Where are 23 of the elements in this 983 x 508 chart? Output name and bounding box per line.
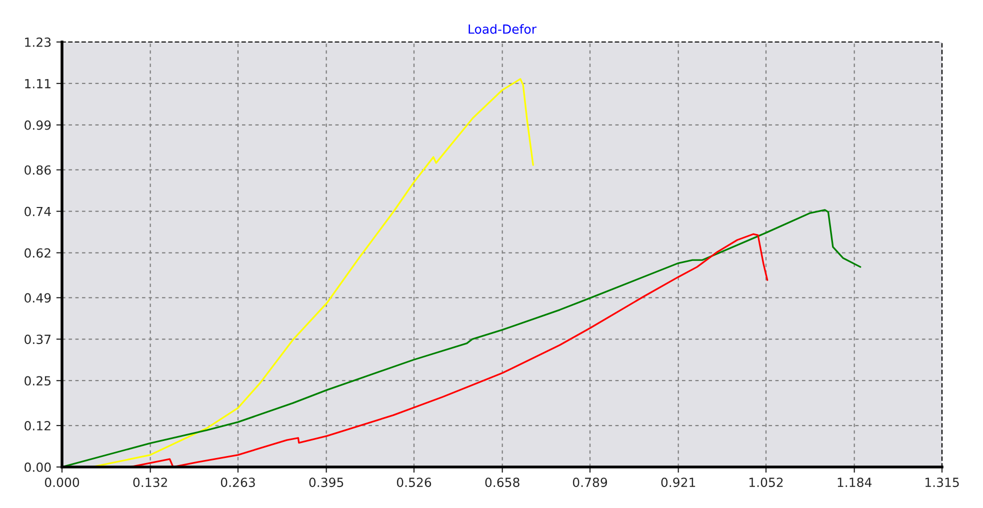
- y-tick-label: 0.86: [24, 165, 51, 175]
- x-tick-label: 0.526: [396, 478, 432, 488]
- chart-title: Load-Defor: [468, 24, 536, 34]
- x-tick-label: 1.052: [749, 478, 783, 488]
- y-tick-label: 0.49: [24, 293, 51, 303]
- x-tick-label: 0.921: [661, 478, 696, 488]
- x-tick-label: 0.789: [572, 478, 608, 488]
- y-tick-label: 1.11: [25, 79, 50, 88]
- x-tick-label: 0.132: [133, 478, 167, 488]
- y-tick-label: 0.25: [24, 376, 50, 386]
- y-tick-label: 1.23: [25, 37, 51, 47]
- x-tick-label: 0.658: [485, 478, 520, 488]
- x-tick-label: 1.315: [925, 478, 959, 488]
- y-tick-label: 0.99: [24, 120, 51, 130]
- x-tick-label: 0.263: [220, 478, 255, 488]
- y-tick-label: 0.12: [24, 421, 50, 430]
- y-tick-label: 0.62: [24, 248, 50, 258]
- y-tick-label: 0.37: [24, 334, 51, 344]
- y-tick-label: 0.00: [24, 462, 51, 472]
- x-tick-label: 1.184: [838, 478, 872, 488]
- x-tick-label: 0.000: [44, 478, 80, 488]
- y-tick-label: 0.74: [24, 206, 51, 216]
- x-tick-label: 0.395: [309, 478, 344, 488]
